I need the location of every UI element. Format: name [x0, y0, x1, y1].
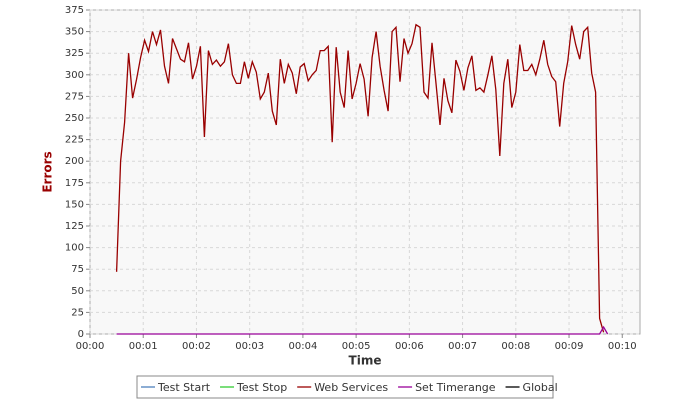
y-tick-label: 150 — [65, 199, 84, 210]
x-tick-label: 00:02 — [182, 341, 211, 352]
x-tick-label: 00:06 — [395, 341, 424, 352]
x-tick-label: 00:10 — [608, 341, 637, 352]
x-tick-label: 00:07 — [448, 341, 477, 352]
legend — [136, 375, 554, 399]
legend-label: Test Stop — [236, 381, 287, 394]
y-tick-label: 225 — [65, 135, 84, 146]
plot-area — [89, 9, 641, 335]
y-tick-label: 325 — [65, 48, 84, 59]
x-tick-label: 00:03 — [235, 341, 264, 352]
x-tick-label: 00:01 — [129, 341, 158, 352]
y-tick-label: 25 — [71, 307, 84, 318]
y-tick-label: 125 — [65, 221, 84, 232]
legend-label: Web Services — [314, 381, 388, 394]
x-axis-label: Time — [349, 354, 382, 368]
series-line — [115, 23, 605, 333]
x-tick-label: 00:09 — [555, 341, 584, 352]
y-tick-label: 375 — [65, 5, 84, 16]
legend-label: Set Timerange — [415, 381, 496, 394]
y-tick-label: 275 — [65, 91, 84, 102]
x-tick-label: 00:00 — [76, 341, 105, 352]
y-tick-label: 175 — [65, 178, 84, 189]
y-tick-label: 350 — [65, 27, 84, 38]
y-tick-label: 50 — [71, 286, 84, 297]
legend-label: Test Start — [157, 381, 211, 394]
y-tick-label: 250 — [65, 113, 84, 124]
x-tick-label: 00:05 — [342, 341, 371, 352]
y-tick-label: 0 — [78, 329, 84, 340]
x-tick-label: 00:04 — [288, 341, 317, 352]
x-tick-label: 00:08 — [501, 341, 530, 352]
y-axis-label: Errors — [41, 151, 55, 192]
y-tick-label: 100 — [65, 243, 84, 254]
y-tick-label: 75 — [71, 264, 84, 275]
series-line — [116, 325, 609, 335]
y-tick-label: 300 — [65, 70, 84, 81]
y-tick-label: 200 — [65, 156, 84, 167]
legend-label: Global — [523, 381, 558, 394]
